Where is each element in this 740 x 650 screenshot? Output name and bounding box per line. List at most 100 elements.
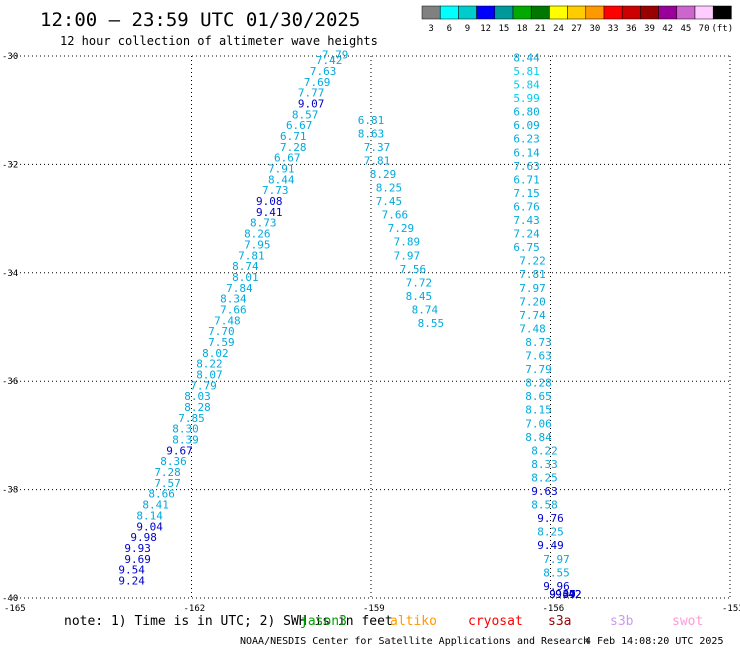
axis-ticks: -165 -162 -159 -156 -153 -30 -32 -34 -36 -38 -40 <box>2 52 740 614</box>
swh-value: 7.42 <box>316 54 343 67</box>
swh-value: 7.91 <box>268 163 295 176</box>
swh-value: 7.28 <box>154 466 181 479</box>
swh-value: 5.81 <box>513 65 540 78</box>
colorbar-swatch <box>621 5 641 20</box>
y-tick-label: -36 <box>2 377 18 387</box>
swh-value: 8.74 <box>232 260 259 273</box>
swh-value: 7.48 <box>214 314 241 327</box>
swh-value: 8.02 <box>202 347 229 360</box>
swh-value: 7.43 <box>513 214 540 227</box>
swh-value: 9.42 <box>555 588 582 601</box>
swh-value: 9.67 <box>166 444 193 457</box>
footer-note: note: 1) Time is in UTC; 2) SWH is in fe… <box>64 614 393 629</box>
colorbar-swatch <box>676 5 696 20</box>
swh-value: 9.49 <box>549 588 576 601</box>
colorbar-label: 42 <box>662 24 673 34</box>
swh-value: 6.75 <box>513 241 540 254</box>
swh-value: 6.14 <box>513 146 540 159</box>
swh-value: 8.65 <box>525 390 552 403</box>
swh-value: 7.89 <box>394 236 421 249</box>
colorbar-swatch <box>476 5 496 20</box>
swh-value: 8.55 <box>543 566 570 579</box>
swh-value: 7.72 <box>406 276 433 289</box>
swh-value: 6.71 <box>280 130 307 143</box>
swh-value: 7.79 <box>525 363 552 376</box>
swh-value: 7.37 <box>364 141 391 154</box>
swh-value: 7.56 <box>400 263 427 276</box>
swh-value: 9.63 <box>531 485 558 498</box>
swh-value: 8.44 <box>268 173 295 186</box>
swh-value: 8.22 <box>196 358 223 371</box>
swh-value: 8.44 <box>513 51 540 64</box>
swh-value: 8.58 <box>531 499 558 512</box>
swh-value: 8.15 <box>525 404 552 417</box>
x-tick-label: -162 <box>184 604 206 614</box>
colorbar-label: 33 <box>608 24 619 34</box>
colorbar-label: 6 <box>447 24 452 34</box>
swh-value: 8.63 <box>358 127 385 140</box>
swh-value: 8.01 <box>232 271 259 284</box>
mission-label: altiko <box>390 614 437 629</box>
swh-value: 8.28 <box>525 377 552 390</box>
swh-value: 8.36 <box>160 455 187 468</box>
swh-value: 7.70 <box>208 325 235 338</box>
swh-value: 7.29 <box>388 222 415 235</box>
swh-value: 9.07 <box>298 97 325 110</box>
swh-value: 8.26 <box>244 228 271 241</box>
swh-value: 6.67 <box>286 119 313 132</box>
swh-value: 8.29 <box>370 168 397 181</box>
swh-value: 7.84 <box>226 282 253 295</box>
footer-credit: NOAA/NESDIS Center for Satellite Applica… <box>240 636 589 647</box>
swh-value: 7.97 <box>394 249 421 262</box>
mission-label: cryosat <box>468 614 523 629</box>
y-tick-label: -34 <box>2 269 18 279</box>
swh-value: 8.73 <box>525 336 552 349</box>
colorbar-label: 12 <box>480 24 491 34</box>
swh-value: 7.28 <box>280 141 307 154</box>
colorbar-label: 39 <box>644 24 655 34</box>
swh-value: 7.63 <box>513 160 540 173</box>
swh-value: 8.57 <box>292 108 319 121</box>
swh-value: 9.09 <box>549 588 576 601</box>
colorbar-swatch <box>640 5 659 20</box>
swh-value: 7.45 <box>376 195 403 208</box>
swh-value: 9.24 <box>118 574 145 587</box>
swh-value: 8.14 <box>136 509 163 522</box>
swh-value: 9.49 <box>537 539 564 552</box>
x-tick-label: -165 <box>4 604 26 614</box>
y-tick-label: -38 <box>2 486 18 496</box>
colorbar-swatch <box>458 5 477 20</box>
colorbar-label: (ft) <box>711 24 733 34</box>
swh-value: 7.97 <box>543 553 570 566</box>
colorbar-swatch <box>603 5 623 20</box>
swh-value: 7.73 <box>262 184 289 197</box>
colorbar-label: 45 <box>680 24 691 34</box>
y-tick-label: -40 <box>2 594 18 604</box>
swh-value: 8.34 <box>220 293 247 306</box>
swh-value: 9.96 <box>543 580 570 593</box>
swh-value: 7.95 <box>244 238 271 251</box>
swh-value: 9.04 <box>136 520 163 533</box>
swh-value: 8.22 <box>531 444 558 457</box>
colorbar-swatch <box>494 5 514 20</box>
swh-value: 9.76 <box>537 512 564 525</box>
swh-value: 7.24 <box>513 228 540 241</box>
colorbar-label: 30 <box>589 24 600 34</box>
colorbar-label: 15 <box>498 24 509 34</box>
swh-value: 7.06 <box>525 417 552 430</box>
swh-value: 7.15 <box>513 187 540 200</box>
swh-value: 7.81 <box>364 154 391 167</box>
swh-value: 8.25 <box>531 471 558 484</box>
swh-value: 7.57 <box>154 477 181 490</box>
swh-value: 8.74 <box>412 303 439 316</box>
colorbar-label: 3 <box>428 24 433 34</box>
colorbar-label: 21 <box>535 24 546 34</box>
swh-value: 9.42 <box>555 588 582 601</box>
swh-value: 6.23 <box>513 133 540 146</box>
swh-value: 8.73 <box>250 217 277 230</box>
colorbar-swatch <box>512 5 532 20</box>
swh-value: 5.99 <box>513 92 540 105</box>
swh-value: 5.84 <box>513 79 540 92</box>
mission-label: jason3 <box>300 614 347 629</box>
